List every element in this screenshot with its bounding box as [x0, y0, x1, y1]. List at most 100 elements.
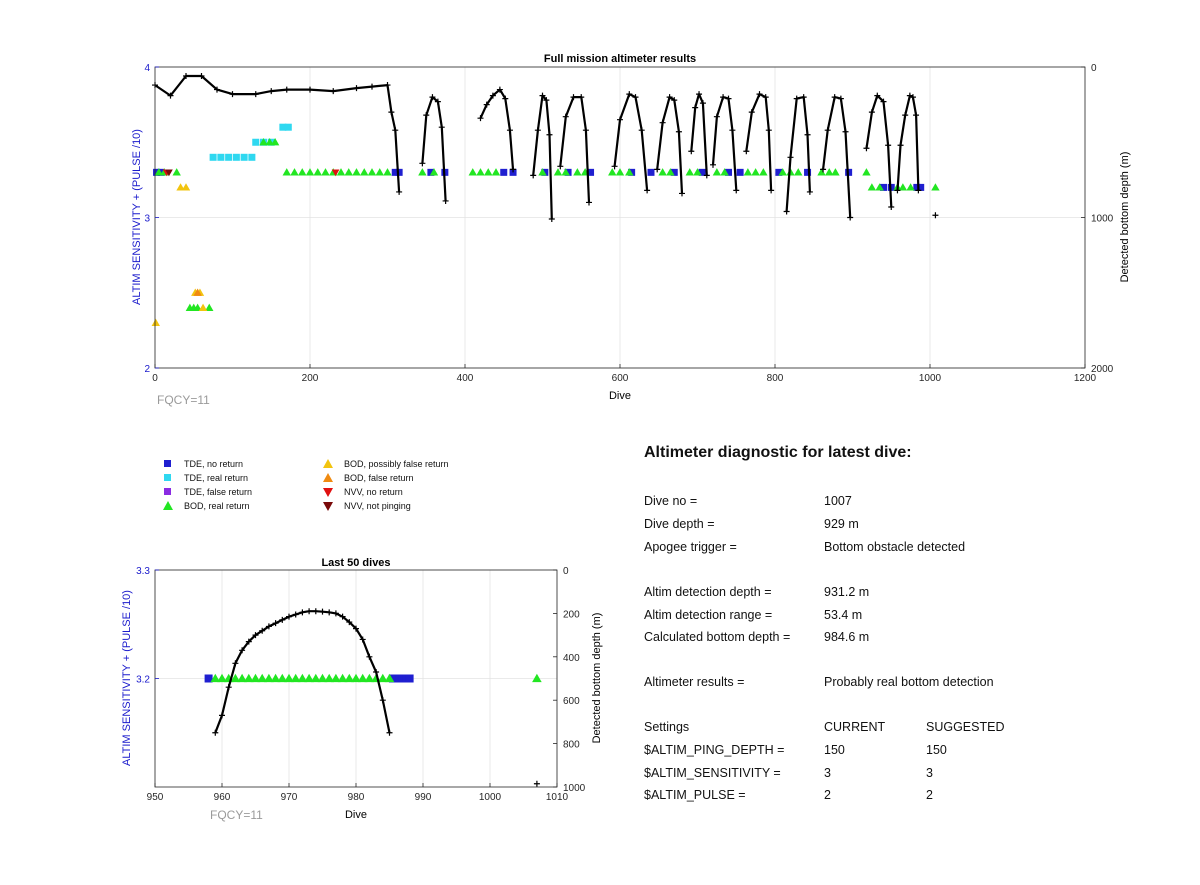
depth-point-marker [346, 619, 353, 626]
depth-point-marker [915, 187, 922, 194]
depth-point-marker [546, 131, 553, 138]
triangle-up-marker [313, 168, 322, 176]
depth-point-marker [506, 127, 513, 134]
depth-point-marker [392, 127, 399, 134]
square-marker [395, 168, 403, 176]
setting-suggested: 2 [926, 788, 933, 802]
legend-label: NVV, not pinging [344, 501, 411, 511]
depth-point-marker [502, 95, 509, 102]
triangle-up-marker [352, 168, 361, 176]
triangle-up-marker [193, 288, 202, 296]
depth-point-marker [534, 127, 541, 134]
depth-point-marker [894, 187, 901, 194]
legend-label: TDE, false return [184, 487, 253, 497]
main-chart-title: Full mission altimeter results [544, 53, 696, 65]
depth-point-marker [586, 199, 592, 206]
depth-point-marker [696, 91, 703, 98]
depth-point-marker [578, 94, 585, 101]
triangle-up-marker [759, 168, 768, 176]
suggested-header: SUGGESTED [926, 720, 1005, 734]
triangle-up-marker [304, 673, 314, 683]
depth-point-marker [212, 729, 219, 736]
diag-value: 929 m [824, 517, 859, 531]
depth-point-marker [306, 608, 313, 615]
legend-item-tde-false-return: TDE, false return [160, 486, 252, 498]
triangle-up-marker [277, 673, 288, 683]
triangle-up-marker-icon [160, 500, 176, 512]
depth-point-marker [783, 208, 790, 215]
depth-point-marker [909, 94, 916, 101]
depth-point-marker [339, 613, 346, 620]
depth-point-marker [765, 127, 772, 134]
square-marker [500, 168, 508, 176]
settings-label: Settings [644, 720, 690, 734]
triangle-up-marker [259, 138, 268, 146]
diag-value: 53.4 m [824, 608, 863, 622]
depth-point-marker [388, 109, 395, 116]
triangle-up-marker [491, 168, 501, 176]
square-marker [232, 153, 240, 161]
triangle-up-marker [743, 168, 753, 176]
triangle-up-marker [321, 168, 330, 176]
depth-point-marker [353, 625, 359, 632]
legend-item-nvv-no-return: NVV, no return [320, 486, 403, 498]
depth-point-marker [543, 97, 550, 104]
x-tick-label: 960 [214, 792, 231, 803]
square-marker [240, 153, 248, 161]
depth-point-marker [548, 216, 555, 223]
setting-suggested: 150 [926, 743, 947, 757]
triangle-up-marker [284, 673, 294, 683]
small-x-axis-label: Dive [345, 809, 367, 821]
depth-point-marker [710, 161, 716, 168]
depth-point-marker [644, 187, 651, 194]
triangle-up-marker [257, 673, 267, 683]
depth-point-marker [489, 92, 496, 99]
depth-point-marker [932, 212, 939, 219]
legend-label: BOD, false return [344, 473, 414, 483]
triangle-up-marker [270, 673, 281, 683]
depth-point-marker [800, 94, 807, 101]
diag-value: Bottom obstacle detected [824, 540, 966, 554]
square-marker [209, 153, 217, 161]
depth-point-marker [530, 172, 537, 179]
square-marker [509, 168, 517, 176]
square-marker [775, 168, 783, 176]
small-marks [204, 608, 542, 787]
triangle-up-marker [429, 168, 439, 176]
depth-point-marker [330, 88, 337, 95]
triangle-up-marker [351, 673, 361, 683]
depth-point-marker [429, 94, 436, 101]
triangle-up-marker [862, 168, 871, 176]
depth-dive-line [656, 96, 684, 194]
depth-point-marker [729, 127, 736, 134]
y-tick-label: 3 [144, 214, 150, 225]
square-marker [804, 168, 812, 176]
main-fqcy-note: FQCY=11 [157, 393, 210, 407]
x-tick-label: 1000 [919, 373, 942, 384]
square-marker-icon [160, 486, 176, 498]
triangle-up-marker [151, 318, 160, 326]
diag-value: 984.6 m [824, 630, 870, 644]
square-marker [698, 168, 706, 176]
triangle-up-marker [181, 183, 191, 191]
depth-point-marker [396, 188, 403, 195]
triangle-up-marker [778, 168, 787, 176]
square-marker [391, 168, 399, 176]
triangle-up-marker [693, 168, 702, 176]
depth-point-marker [847, 214, 854, 221]
triangle-up-marker [538, 168, 547, 176]
legend-label: BOD, real return [184, 501, 250, 511]
legend-item-tde-real-return: TDE, real return [160, 472, 248, 484]
triangle-up-marker [217, 673, 227, 683]
diag-value: Probably real bottom detection [824, 675, 994, 689]
square-marker [725, 168, 732, 176]
diag-label: Altim detection range = [644, 608, 773, 622]
depth-point-marker [768, 187, 775, 194]
legend-label: TDE, no return [184, 459, 244, 469]
depth-point-marker [762, 94, 769, 101]
depth-point-marker [688, 148, 695, 155]
square-marker-icon [160, 458, 176, 470]
square-marker [427, 168, 435, 176]
depth-point-marker [384, 82, 391, 89]
diag-label: Dive no = [644, 494, 698, 508]
